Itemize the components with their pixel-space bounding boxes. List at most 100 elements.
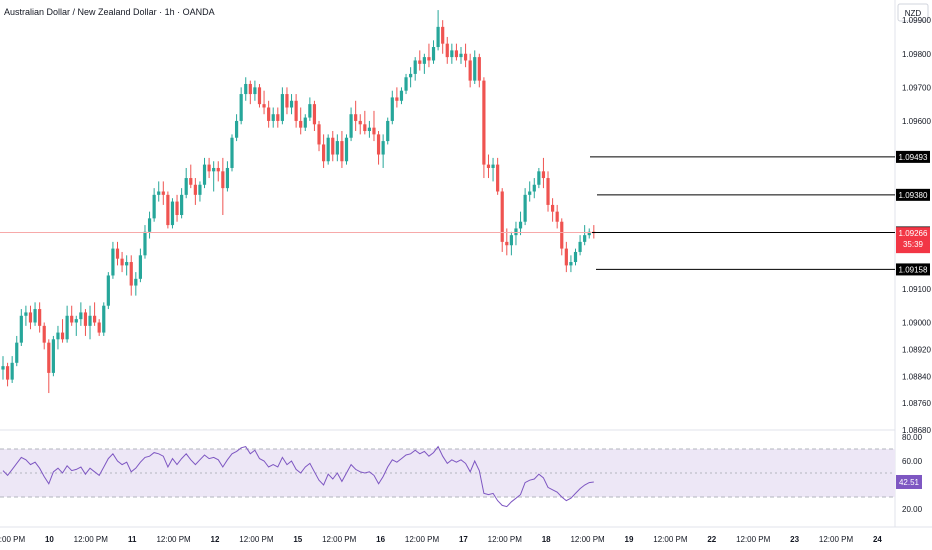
candle-body — [546, 178, 550, 205]
candle-body — [491, 164, 495, 168]
candle-body — [509, 235, 513, 246]
level-label: 1.09380 — [899, 191, 928, 200]
candle-body — [280, 94, 284, 121]
candle-body — [335, 141, 339, 155]
candle-body — [376, 134, 381, 155]
current-price-badge: 1.09266 35:39 — [896, 227, 930, 254]
time-label: 10 — [45, 535, 54, 544]
candle-body — [459, 53, 463, 58]
rsi-line — [2, 445, 594, 508]
price-tick-label: 1.09700 — [902, 83, 931, 92]
candle-body — [436, 26, 440, 48]
rsi-scale: 80.00 60.00 20.00 — [902, 433, 923, 514]
candle-body — [170, 201, 175, 226]
candle-body — [404, 77, 408, 91]
candle-body — [152, 194, 156, 219]
countdown-label: 35:39 — [903, 240, 924, 249]
time-label: 12:00 PM — [0, 535, 25, 544]
candle-body — [326, 137, 330, 162]
candle-body — [431, 47, 436, 61]
candle-body — [445, 43, 449, 58]
candle-body — [97, 322, 101, 333]
candle-body — [115, 248, 120, 259]
candle-body — [193, 184, 197, 195]
candle-body — [532, 184, 536, 192]
level-label-bg — [896, 150, 930, 163]
candle-body — [422, 57, 426, 64]
candle-body — [454, 50, 459, 58]
currency-button-label[interactable]: NZD — [905, 9, 922, 18]
candle-body — [450, 50, 454, 58]
candle-body — [463, 53, 468, 61]
candle-body — [289, 100, 294, 108]
time-label: 15 — [293, 535, 302, 544]
candle-body — [496, 164, 500, 192]
candle-body — [569, 262, 573, 266]
time-label: 23 — [790, 535, 799, 544]
time-label: 12:00 PM — [819, 535, 854, 544]
candle-body — [271, 114, 275, 121]
candle-body — [216, 167, 220, 172]
candle-body — [184, 178, 188, 195]
currency-button-frame[interactable] — [897, 3, 929, 22]
time-label: 12:00 PM — [156, 535, 191, 544]
rsi-current-label: 42.51 — [899, 478, 920, 487]
candle-body — [395, 97, 399, 101]
time-label: 12:00 PM — [239, 535, 274, 544]
candle-body — [234, 120, 239, 138]
candle-body — [349, 114, 353, 138]
candle-body — [555, 211, 559, 222]
time-label: 17 — [459, 535, 468, 544]
candle-body — [523, 194, 527, 222]
candle-body — [74, 319, 78, 323]
level-label-bg — [896, 188, 930, 201]
time-label: 12:00 PM — [405, 535, 440, 544]
candle-body — [331, 137, 335, 155]
candle-body — [573, 251, 578, 263]
candle-body — [189, 178, 193, 185]
candle-body — [19, 315, 23, 343]
time-label: 12:00 PM — [74, 535, 109, 544]
time-label: 19 — [625, 535, 634, 544]
candle-body — [482, 80, 486, 165]
candle-body — [138, 255, 142, 279]
candle-body — [340, 141, 344, 162]
candle-body — [363, 124, 367, 132]
candle-body — [70, 315, 74, 323]
candle-body — [541, 171, 546, 179]
rsi-tick-label: 80.00 — [902, 433, 923, 442]
candle-body — [161, 191, 165, 195]
level-label-bg — [896, 263, 930, 276]
candle-body — [257, 87, 262, 105]
time-label: 11 — [128, 535, 137, 544]
candle-body — [147, 218, 152, 232]
candle-body — [427, 57, 431, 61]
currency-button[interactable]: NZD — [897, 3, 929, 22]
candle-body — [33, 309, 37, 323]
candle-body — [276, 114, 280, 121]
rsi-tick-label: 60.00 — [902, 457, 923, 466]
candle-body — [372, 127, 376, 135]
candle-body — [505, 241, 509, 246]
candle-body — [42, 325, 46, 343]
candle-body — [358, 120, 362, 125]
rsi-tick-label: 20.00 — [902, 505, 923, 514]
price-tick-label: 1.09000 — [902, 319, 931, 328]
price-pane[interactable] — [0, 0, 895, 430]
candle-body — [65, 315, 69, 340]
candle-body — [102, 305, 106, 333]
candle-body — [322, 144, 326, 162]
candle-body — [93, 315, 97, 323]
candle-body — [120, 258, 124, 266]
candle-body — [83, 312, 88, 326]
candle-body — [88, 315, 92, 326]
candle-body — [578, 241, 582, 252]
candle-body — [500, 191, 504, 242]
candle-body — [587, 231, 591, 236]
candle-body — [413, 60, 417, 74]
candle-body — [344, 137, 349, 162]
candle-body — [38, 309, 42, 326]
candle-body — [381, 141, 385, 155]
candle-body — [202, 164, 207, 185]
candle-body — [267, 107, 271, 121]
